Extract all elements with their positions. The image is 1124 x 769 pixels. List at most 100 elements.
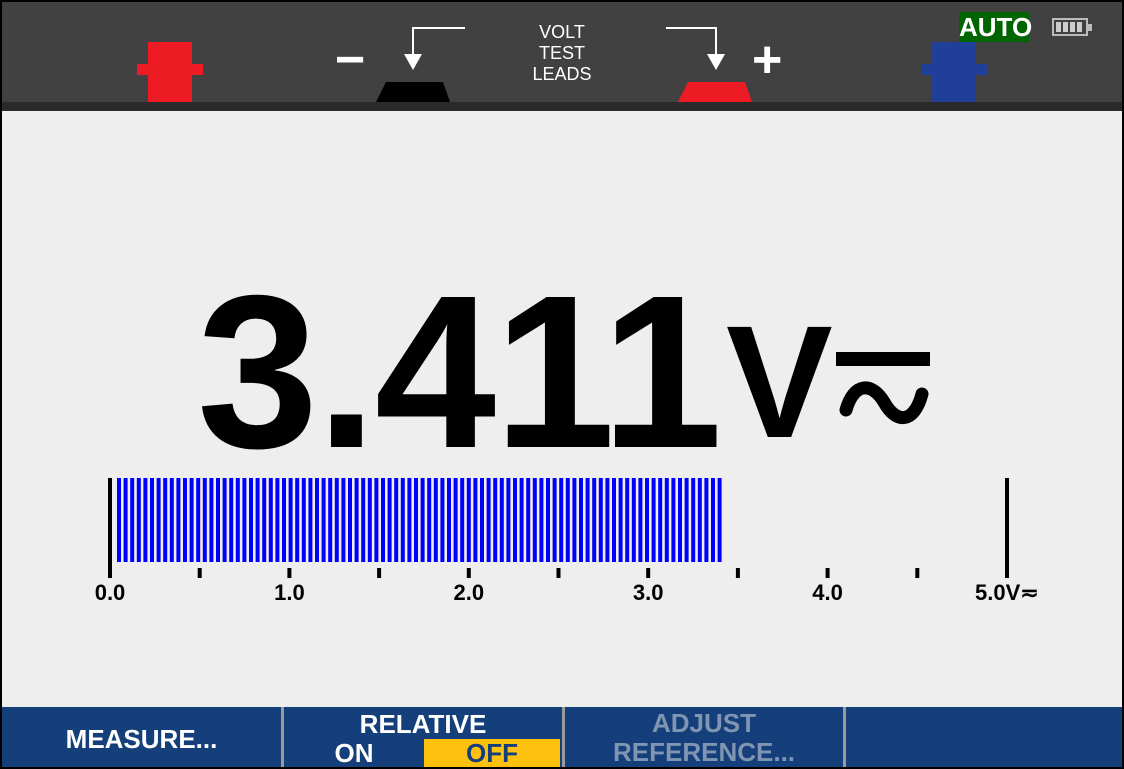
bar-segment [328,478,333,562]
bar-segment [275,478,280,562]
bar-segment [235,478,240,562]
bar-tick [556,568,561,578]
bar-segment [664,478,669,562]
bar-tick [377,568,382,578]
bar-segment [209,478,214,562]
bar-segment [123,478,128,562]
header-bar: − + VOLT TEST LEADS AUTO [2,2,1122,102]
main-reading-value: 3.411 [197,251,723,494]
bar-segment [130,478,135,562]
bar-tick [197,568,202,578]
bar-tick [646,568,651,578]
relative-on-option[interactable]: ON [334,738,374,767]
bar-segment [460,478,465,562]
bar-segment [249,478,253,562]
bar-segment [400,478,405,562]
bar-segment [288,478,293,562]
bar-segment [598,478,603,562]
bar-segment [196,478,201,562]
bar-segment [143,478,148,562]
leads-line-2: TEST [538,43,585,63]
bar-segment [381,478,385,562]
bar-tick [466,568,471,578]
bar-segment [282,478,286,562]
main-reading-unit: V [726,292,833,471]
bar-segment [612,478,616,562]
bar-segment [671,478,676,562]
softkey-bar: MEASURE... RELATIVE ON OFF ADJUST REFERE… [2,707,1122,767]
bar-segment [301,478,306,562]
ac-dc-icon [836,352,930,425]
bar-segment [704,478,709,562]
red-input-jack-icon-bar [137,64,203,75]
bar-segment [117,478,121,562]
bar-label: 3.0 [633,580,664,605]
bar-segment [585,478,590,562]
bar-label: 0.0 [95,580,126,605]
softkey-separator [281,707,284,767]
bar-segment [202,478,207,562]
bar-segment [361,478,366,562]
softkey-separator [843,707,846,767]
bar-segment [466,478,471,562]
bar-segment [427,478,432,562]
bar-segment [453,478,458,562]
bar-segment [183,478,187,562]
bar-segment [717,478,722,562]
bar-segment [480,478,484,562]
bar-segment [592,478,597,562]
bar-segment [526,478,531,562]
bar-label: 4.0 [812,580,843,605]
bar-segment [229,478,234,562]
bar-segment [532,478,537,562]
relative-off-option[interactable]: OFF [424,739,560,767]
bar-segment [546,478,550,562]
bar-segment [539,478,544,562]
bar-segment [499,478,504,562]
bar-segment [697,478,702,562]
battery-full-icon [1052,18,1092,36]
measure-button[interactable]: MEASURE... [65,724,218,754]
bar-segment [658,478,663,562]
softkey-4-empty[interactable] [846,707,1122,767]
bar-segment [691,478,696,562]
bar-segment [486,478,491,562]
bar-segment [440,478,445,562]
bar-segment [156,478,161,562]
auto-range-badge: AUTO [959,12,1033,42]
adjust-reference-button[interactable]: ADJUST REFERENCE... [565,707,843,767]
bar-segment [579,478,583,562]
bar-segment [136,478,141,562]
bar-segment [414,478,418,562]
bar-segment [242,478,247,562]
bar-segment [631,478,636,562]
bar-segment [447,478,451,562]
bar-segment [651,478,656,562]
bar-segment [176,478,181,562]
bar-segment [387,478,392,562]
softkey-separator [562,707,565,767]
bar-segment [295,478,300,562]
bar-label: 5.0V≂ [975,580,1039,605]
leads-line-1: VOLT [539,22,585,42]
bar-segment [348,478,352,562]
bar-segment [367,478,372,562]
plus-symbol: + [752,31,783,89]
bar-segment [420,478,425,562]
bar-segment [321,478,326,562]
relative-toggle[interactable]: RELATIVE ON OFF [284,707,562,767]
relative-label: RELATIVE [359,709,487,739]
bar-tick [825,568,830,578]
bar-segment [711,478,715,562]
volt-test-leads-label: VOLT TEST LEADS [522,22,602,85]
bar-segment [565,478,570,562]
bar-segment [433,478,438,562]
blue-input-jack-icon-bar [921,64,987,75]
black-probe-icon [376,82,450,102]
bar-segment [605,478,610,562]
bar-segment [255,478,260,562]
bar-segment [638,478,643,562]
bar-segment [354,478,359,562]
bar-tick [108,478,112,578]
